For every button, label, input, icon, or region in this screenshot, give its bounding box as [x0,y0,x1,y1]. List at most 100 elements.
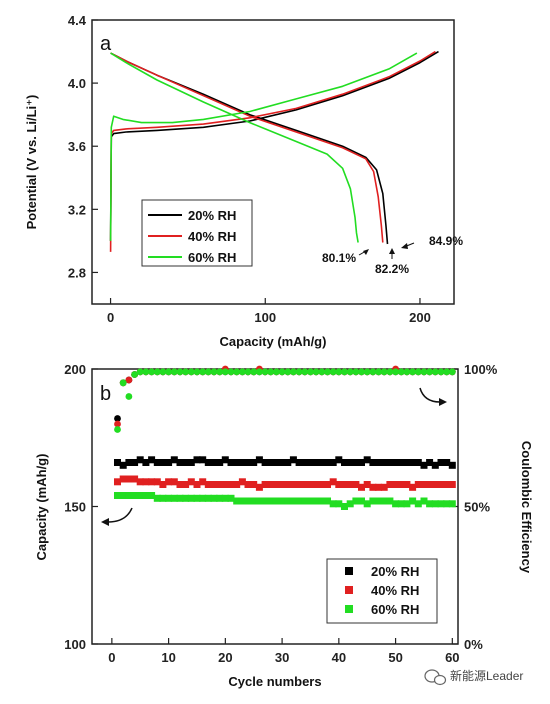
efficiency-point-2 [318,368,326,376]
capacity-point-2 [295,497,303,505]
chart-a-annotations: 84.9% 82.2% 80.1% [322,234,463,276]
chart-a-ticks: 0 100 200 2.8 3.2 3.6 4.0 4.4 [68,13,431,325]
efficiency-point-2 [431,368,439,376]
left-axis-arrowhead [101,518,109,526]
annotation-84-9: 84.9% [429,234,463,248]
efficiency-point-2 [392,368,399,376]
efficiency-point-2 [125,393,133,400]
efficiency-point-2 [204,368,212,376]
efficiency-point-2 [358,368,365,376]
capacity-point-1 [165,478,173,486]
efficiency-point-1 [114,420,121,428]
capacity-point-0 [346,459,354,466]
capacity-point-2 [250,497,258,505]
capacity-point-0 [165,459,173,466]
efficiency-point-2 [273,368,280,376]
efficiency-point-2 [409,368,416,376]
capacity-point-2 [443,500,451,508]
capacity-point-0 [233,459,241,466]
capacity-point-2 [272,497,280,505]
wechat-icon [424,669,447,686]
capacity-point-0 [375,459,383,466]
left-axis-arrow [107,507,133,523]
capacity-point-2 [193,494,201,502]
capacity-point-2 [318,497,326,505]
capacity-point-0 [380,459,388,466]
capacity-point-0 [403,459,411,466]
capacity-point-1 [386,481,394,488]
capacity-point-0 [125,459,133,466]
capacity-point-1 [114,478,121,486]
legend-b-swatch-40rh [345,586,353,594]
chart-b-ytick-label: 150 [64,500,86,515]
capacity-point-1 [295,481,303,488]
capacity-point-0 [335,456,343,464]
efficiency-point-2 [250,368,258,376]
capacity-point-2 [437,500,445,508]
annotation-84-9-arrowhead [401,243,408,249]
capacity-point-1 [312,481,320,488]
capacity-point-0 [341,459,348,466]
efficiency-point-2 [142,368,150,376]
capacity-point-2 [261,497,269,505]
capacity-point-0 [369,459,377,466]
efficiency-point-2 [221,368,229,376]
chart-b-points [114,365,456,510]
capacity-point-0 [352,459,360,466]
capacity-point-2 [284,497,292,505]
efficiency-point-2 [346,368,354,376]
capacity-point-1 [142,478,150,486]
efficiency-point-2 [256,368,263,376]
capacity-point-2 [216,494,224,502]
capacity-point-2 [409,497,417,505]
capacity-point-2 [131,492,139,499]
capacity-point-1 [358,483,365,491]
capacity-point-0 [443,459,451,466]
capacity-point-2 [335,500,343,508]
capacity-point-1 [187,478,195,486]
capacity-point-0 [159,459,167,466]
efficiency-point-2 [165,368,173,376]
chart-b-xtick-label: 50 [388,650,402,665]
efficiency-point-2 [335,368,343,376]
capacity-point-1 [324,481,331,488]
capacity-point-2 [148,492,156,499]
capacity-point-1 [136,478,144,486]
capacity-point-0 [437,459,445,466]
efficiency-point-2 [114,426,121,433]
efficiency-point-2 [244,368,252,376]
chart-a-frame [91,19,455,305]
capacity-point-2 [114,492,121,499]
capacity-point-0 [397,459,405,466]
capacity-point-2 [210,494,218,502]
efficiency-point-2 [187,368,195,376]
capacity-point-2 [352,497,360,505]
chart-b-xtick-label: 10 [161,650,175,665]
efficiency-point-2 [284,368,292,376]
chart-b-ytick-label: 200 [64,362,86,377]
capacity-point-1 [409,483,417,491]
capacity-point-0 [278,459,286,466]
capacity-point-0 [216,459,224,466]
capacity-point-1 [159,481,167,488]
efficiency-point-2 [193,368,201,376]
capacity-point-2 [119,492,127,499]
efficiency-point-2 [352,368,360,376]
efficiency-point-2 [176,368,184,376]
capacity-point-0 [244,459,252,466]
right-axis-arrowhead [439,398,447,406]
chart-a-panel-label: a [100,33,112,55]
capacity-point-1 [363,481,371,488]
chart-a-ylabel: Potential (V vs. Li/Li⁺) [24,95,39,230]
capacity-point-2 [204,494,212,502]
capacity-point-1 [414,481,422,488]
capacity-point-1 [227,481,235,488]
capacity-point-0 [272,459,280,466]
capacity-point-2 [448,500,456,508]
capacity-point-0 [119,461,127,469]
chart-a-ytick-label: 2.8 [68,265,86,280]
capacity-point-0 [204,459,212,466]
efficiency-point-2 [448,368,456,376]
efficiency-point-2 [239,368,246,376]
